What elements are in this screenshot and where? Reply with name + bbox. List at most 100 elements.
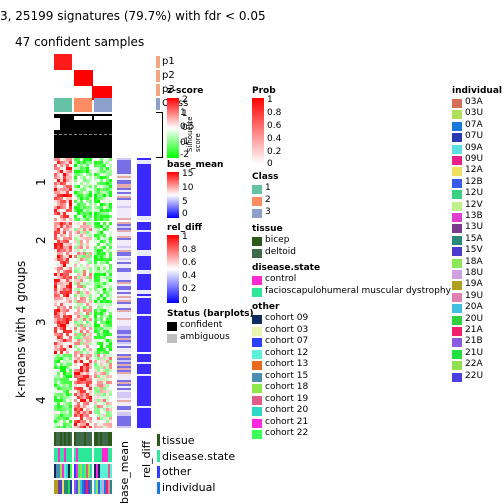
heatmap-cell — [89, 182, 92, 185]
legend-other-swatch — [252, 407, 262, 416]
individual-cell — [102, 480, 104, 494]
base-mean-cell — [117, 350, 131, 352]
heatmap-cell — [109, 264, 112, 267]
heatmap-cell — [97, 294, 100, 297]
heatmap-cell — [74, 300, 77, 303]
disease-cell — [104, 448, 106, 462]
base-mean-cell — [117, 318, 131, 320]
heatmap-cell — [100, 285, 103, 288]
heatmap-cell — [83, 176, 86, 179]
heatmap-cell — [74, 399, 77, 402]
heatmap-cell — [89, 188, 92, 191]
heatmap-cell — [80, 203, 83, 206]
heatmap-cell — [63, 228, 66, 231]
heatmap-cell — [109, 411, 112, 414]
heatmap-cell — [54, 191, 57, 194]
disease-cell — [96, 448, 98, 462]
heatmap-cell — [89, 237, 92, 240]
heatmap-cell — [100, 176, 103, 179]
heatmap-cell — [86, 273, 89, 276]
disease-cell — [54, 448, 56, 462]
heatmap-cell — [66, 231, 69, 234]
heatmap-cell — [109, 390, 112, 393]
heatmap-cell — [89, 209, 92, 212]
heatmap-cell — [100, 237, 103, 240]
heatmap-cell — [63, 294, 66, 297]
heatmap-cell — [69, 393, 72, 396]
track-class-1 — [54, 98, 72, 112]
base-mean-cell — [117, 394, 131, 396]
heatmap-cell — [109, 342, 112, 345]
heatmap-cell — [106, 243, 109, 246]
other-cell — [54, 464, 56, 478]
heatmap-cell — [66, 258, 69, 261]
heatmap-cell — [77, 318, 80, 321]
silhouette-gap — [54, 118, 60, 130]
heatmap-cell — [106, 228, 109, 231]
heatmap-cell — [94, 393, 97, 396]
heatmap-cell — [63, 417, 66, 420]
heatmap-cell — [103, 414, 106, 417]
heatmap-cell — [57, 291, 60, 294]
heatmap-cell — [60, 336, 63, 339]
heatmap-cell — [89, 372, 92, 375]
heatmap-cell — [83, 300, 86, 303]
heatmap-cell — [60, 342, 63, 345]
heatmap-cell — [97, 348, 100, 351]
legend-individual-swatch — [452, 190, 462, 200]
heatmap-cell — [103, 279, 106, 282]
heatmap-cell — [100, 384, 103, 387]
rel-diff-cell — [137, 306, 151, 308]
heatmap-cell — [83, 363, 86, 366]
heatmap-cell — [77, 206, 80, 209]
heatmap-cell — [74, 258, 77, 261]
heatmap-cell — [66, 354, 69, 357]
heatmap-cell — [57, 384, 60, 387]
heatmap-cell — [69, 426, 72, 428]
heatmap-cell — [66, 261, 69, 264]
disease-cell — [84, 448, 86, 462]
heatmap-cell — [80, 234, 83, 237]
heatmap-cell — [94, 306, 97, 309]
heatmap-cell — [83, 324, 86, 327]
base-mean-cell — [117, 364, 131, 366]
other-cell — [74, 464, 76, 478]
heatmap-cell — [57, 393, 60, 396]
heatmap-cell — [106, 300, 109, 303]
heatmap-cell — [80, 212, 83, 215]
other-cell — [62, 464, 64, 478]
heatmap-cell — [74, 249, 77, 252]
base-mean-cell — [117, 374, 131, 376]
heatmap-cell — [86, 167, 89, 170]
heatmap-cell — [60, 170, 63, 173]
heatmap-cell — [94, 188, 97, 191]
heatmap-cell — [74, 417, 77, 420]
legend-class-label: 2 — [265, 195, 271, 205]
base-mean-cell — [117, 398, 131, 400]
bottom-label-individual: individual — [162, 481, 216, 494]
tissue-cell — [74, 432, 76, 446]
heatmap-cell — [83, 357, 86, 360]
heatmap-cell — [74, 420, 77, 423]
rel-diff-cell — [137, 272, 151, 274]
heatmap-cell — [103, 209, 106, 212]
heatmap-cell — [94, 330, 97, 333]
heatmap-cell — [60, 231, 63, 234]
heatmap-cell — [106, 282, 109, 285]
heatmap-cell — [80, 396, 83, 399]
heatmap-cell — [57, 206, 60, 209]
heatmap-cell — [109, 194, 112, 197]
heatmap-cell — [54, 324, 57, 327]
base-mean-cell — [117, 184, 131, 186]
heatmap-cell — [63, 306, 66, 309]
rel-diff-cell — [137, 236, 151, 238]
individual-cell — [104, 480, 106, 494]
heatmap-cell — [60, 387, 63, 390]
heatmap-cell — [57, 237, 60, 240]
heatmap-cell — [80, 179, 83, 182]
heatmap-cell — [74, 324, 77, 327]
heatmap-cell — [83, 354, 86, 357]
heatmap-cell — [63, 240, 66, 243]
heatmap-cell — [57, 366, 60, 369]
heatmap-cell — [77, 276, 80, 279]
